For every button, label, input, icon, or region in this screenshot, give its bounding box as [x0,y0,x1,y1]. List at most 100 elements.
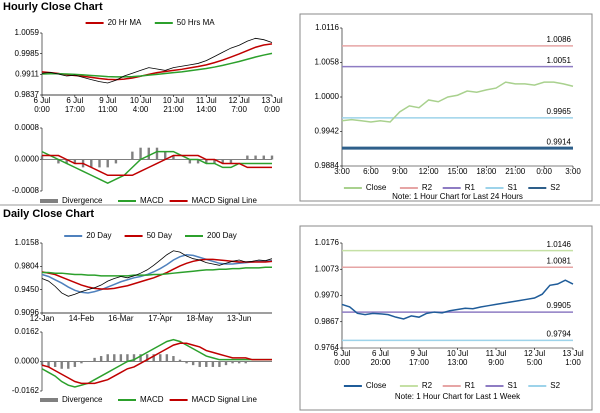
bar [188,159,192,164]
bar [53,361,57,367]
bar [221,159,224,164]
level-label: 0.9794 [547,329,572,338]
y-tick-label: 1.0116 [315,23,339,32]
level-label: 0.9905 [547,301,572,310]
bar [114,159,118,164]
bar [131,151,134,160]
legend-label: MACD Signal Line [192,395,258,404]
x-tick-label: 14-Feb [69,314,95,323]
bar [47,361,50,367]
bar [90,159,93,168]
bar [172,356,175,362]
bar [224,361,228,366]
legend-label: 200 Day [207,231,237,240]
y-tick-label: 0.9884 [315,161,340,170]
x-tick-label: 10 Jul [447,349,469,358]
bar [73,361,77,367]
x-tick-label: 4:00 [133,105,149,114]
x-tick-label: 0:00 [264,105,280,114]
series-line [341,81,574,123]
bar [40,155,44,160]
bar [60,361,63,369]
x-tick-label: 18:00 [476,167,497,176]
x-tick-label: 0:00 [536,167,552,176]
bar [198,361,201,367]
series-line [41,338,272,388]
level-label: 1.0081 [547,256,572,265]
bar [147,147,150,160]
bar [65,159,68,164]
legend-label: Close [366,183,387,192]
y-tick-label: -0.0008 [12,186,40,195]
y-tick-label: 0.9985 [15,49,40,58]
legend-label: S2 [550,183,560,192]
x-tick-label: 13 Jul [562,349,584,358]
x-tick-label: 15:00 [447,167,468,176]
x-tick-label: 1:00 [565,358,581,367]
bar [73,159,77,164]
section-title: Hourly Close Chart [3,1,103,13]
note: Note: 1 Hour Chart for Last 24 Hours [392,192,523,201]
x-tick-label: 11:00 [98,105,118,114]
x-tick-label: 11 Jul [196,96,217,105]
x-tick-label: 12 Jul [228,96,250,105]
bar [262,155,265,160]
y-tick-label: 0.9096 [15,308,40,317]
bar [246,155,249,160]
bar [254,155,257,160]
x-tick-label: 18-May [186,314,213,323]
price-line [41,37,273,84]
bar [237,361,241,364]
y-tick-label: 0.9804 [15,261,40,270]
bar [113,354,116,362]
y-tick-label: 0.0008 [15,123,40,132]
x-tick-label: 0:00 [34,105,50,114]
x-tick-label: 16-Mar [108,314,134,323]
x-tick-label: 13 Jul [261,96,283,105]
series-line [41,342,272,385]
x-tick-label: 13-Jun [227,314,251,323]
legend-swatch [40,398,58,402]
legend-label: 50 Hrs MA [177,18,215,27]
y-tick-label: 0.9837 [15,90,40,99]
y-tick-label: 1.0059 [15,28,40,37]
bar [164,151,167,160]
y-tick-label: 0.9970 [315,291,340,300]
x-tick-label: 10 Jul [130,96,152,105]
bar [67,361,70,369]
x-tick-label: 6 Jul [372,349,389,358]
bar [165,354,169,362]
bar [211,361,215,367]
bar [119,354,123,362]
series-line [41,52,273,78]
x-tick-label: 21:00 [505,167,526,176]
y-tick-label: 1.0158 [15,238,40,247]
bar [213,159,216,164]
x-tick-label: 20:00 [370,358,391,367]
bar [178,359,182,362]
legend-label: R2 [422,381,433,390]
y-tick-label: -0.0162 [12,386,40,395]
level-label: 1.0146 [547,240,572,249]
level-label: 0.9914 [547,137,572,146]
bar [244,361,247,364]
x-tick-label: 3:00 [565,167,581,176]
bar [231,361,234,364]
legend-swatch [40,199,58,203]
legend-label: R1 [465,381,476,390]
bar [270,155,274,160]
panel-frame [299,225,593,411]
bar [139,354,142,362]
bar [93,357,96,362]
x-tick-label: 12:00 [419,167,440,176]
x-tick-label: 14:00 [196,105,217,114]
x-tick-label: 9:00 [392,167,408,176]
x-tick-label: 0:00 [334,358,350,367]
x-tick-label: 9 Jul [411,349,428,358]
x-tick-label: 6 Jul [334,349,351,358]
y-tick-label: 1.0176 [315,238,340,247]
legend-label: MACD [140,395,164,404]
x-tick-label: 6:00 [363,167,379,176]
x-tick-label: 9 Jul [99,96,116,105]
